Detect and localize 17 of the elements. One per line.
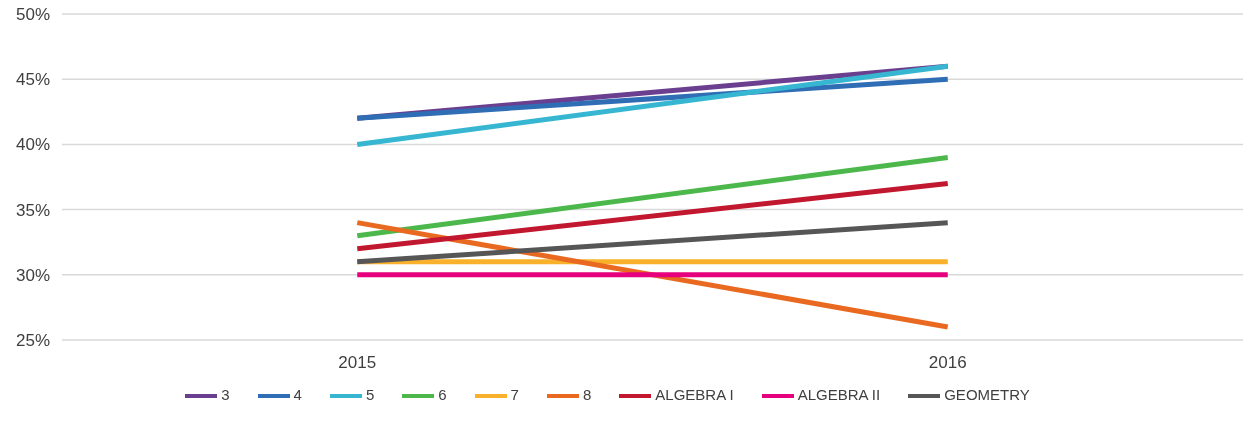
legend-label: 7 xyxy=(510,385,519,403)
legend-label: 5 xyxy=(365,385,375,403)
x-tick-label: 2015 xyxy=(338,353,377,373)
y-tick-label: 50% xyxy=(15,5,50,25)
y-tick-label: 45% xyxy=(15,70,50,90)
x-tick-label: 2016 xyxy=(928,353,967,373)
legend-label: ALGEBRA I xyxy=(655,385,734,403)
legend-label: 3 xyxy=(221,385,230,403)
legend-label: 8 xyxy=(582,385,592,403)
legend-label: 6 xyxy=(438,385,447,403)
y-tick-label: 30% xyxy=(15,265,50,285)
y-tick-label: 40% xyxy=(15,135,50,155)
legend-label: 4 xyxy=(293,385,302,403)
y-tick-label: 25% xyxy=(15,331,50,351)
legend-label: ALGEBRA II xyxy=(797,385,881,403)
legend-label: GEOMETRY xyxy=(944,385,1030,403)
y-tick-label: 35% xyxy=(15,200,50,220)
